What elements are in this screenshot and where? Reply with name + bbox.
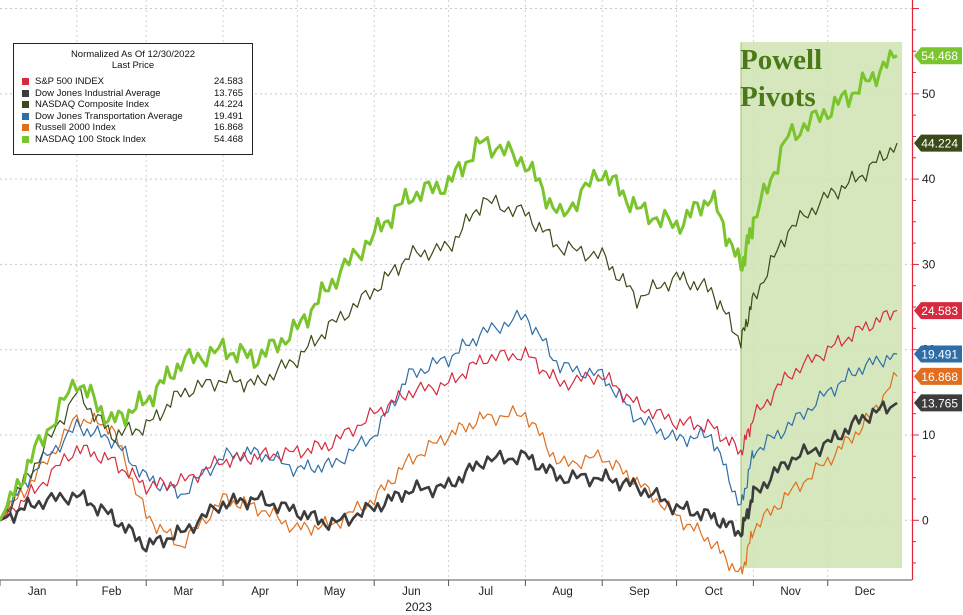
legend-swatch: [22, 135, 29, 143]
legend-item-value: 44.224: [214, 99, 244, 111]
legend-rows: S&P 500 INDEX 24.583 Dow Jones Industrial…: [14, 76, 252, 145]
tag-label: 13.765: [921, 396, 958, 410]
tag-background: [914, 394, 962, 412]
y-tick-label: 50: [922, 87, 936, 101]
x-tick-label: Feb: [102, 586, 122, 598]
last-value-tags: 54.468 44.224 24.583 19.491 16.868 13.765: [914, 47, 962, 412]
tag-label: 24.583: [921, 304, 958, 318]
legend-item-value: 19.491: [214, 110, 244, 122]
x-tick-label: Dec: [855, 586, 876, 598]
legend-item-name: Dow Jones Industrial Average: [35, 87, 161, 99]
y-ticks: 01020304050: [912, 8, 936, 564]
x-tick-label: Nov: [780, 586, 801, 598]
legend-header: Normalized As Of 12/30/2022 Last Price: [14, 44, 252, 71]
tag-background: [914, 47, 962, 65]
last-value-tag: 19.491: [914, 345, 962, 363]
legend-item: NASDAQ 100 Stock Index 54.468: [14, 134, 252, 146]
x-tick-label: Jul: [478, 586, 493, 598]
tag-label: 44.224: [921, 137, 958, 151]
series-line: [0, 310, 898, 521]
legend-item: S&P 500 INDEX 24.583: [14, 76, 252, 88]
legend-item-name: NASDAQ Composite Index: [35, 99, 150, 111]
tag-background: [914, 302, 962, 320]
last-value-tag: 16.868: [914, 367, 962, 385]
x-tick-label: Mar: [173, 586, 193, 598]
legend-item-name: NASDAQ 100 Stock Index: [35, 133, 146, 145]
y-tick-label: 40: [922, 172, 936, 186]
last-value-tag: 54.468: [914, 47, 962, 65]
y-tick-label: 10: [922, 428, 936, 442]
tag-label: 16.868: [921, 370, 958, 384]
legend-item-value: 13.765: [214, 87, 244, 99]
legend-item-name: Russell 2000 Index: [35, 122, 116, 134]
legend-swatch: [22, 78, 29, 86]
series-line: [0, 309, 898, 521]
legend-item-value: 54.468: [214, 133, 244, 145]
y-tick-label: 0: [922, 513, 929, 527]
x-tick-label: Oct: [705, 586, 724, 598]
tag-background: [914, 134, 962, 152]
last-value-tag: 13.765: [914, 394, 962, 412]
x-ticks: Jan Feb Mar Apr May Jun Jul Aug Sep Oct Nov Dec: [0, 579, 912, 598]
tag-background: [914, 367, 962, 385]
legend: Normalized As Of 12/30/2022 Last Price S…: [13, 43, 253, 155]
series-line: [0, 49, 898, 521]
powell-pivots-annotation: Powell Pivots: [740, 44, 823, 113]
x-tick-label: Jun: [402, 586, 421, 598]
legend-swatch: [22, 101, 29, 109]
tag-background: [914, 345, 962, 363]
legend-swatch: [22, 112, 29, 120]
legend-item-name: Dow Jones Transportation Average: [35, 110, 183, 122]
legend-header-line-2: Last Price: [111, 60, 155, 71]
x-axis-label: 2023: [405, 600, 432, 614]
legend-item: Russell 2000 Index 16.868: [14, 122, 252, 134]
x-tick-label: Jan: [28, 586, 47, 598]
legend-header-line-1: Normalized As Of 12/30/2022: [70, 49, 196, 60]
series-line: [0, 371, 898, 575]
tag-label: 19.491: [921, 348, 958, 362]
highlight-region: [741, 42, 903, 568]
series-line: [0, 400, 898, 553]
x-tick-label: Aug: [552, 586, 572, 598]
legend-item-value: 24.583: [214, 76, 244, 88]
tag-label: 54.468: [921, 49, 958, 63]
legend-swatch: [22, 124, 29, 132]
legend-item-name: S&P 500 INDEX: [35, 76, 105, 88]
x-tick-label: Apr: [251, 586, 269, 598]
y-tick-label: 30: [922, 257, 936, 271]
series-line: [0, 142, 898, 521]
x-tick-label: May: [324, 586, 346, 598]
series-lines: [0, 49, 898, 575]
last-value-tag: 24.583: [914, 302, 962, 320]
last-value-tag: 44.224: [914, 134, 962, 152]
x-tick-label: Sep: [629, 586, 649, 598]
legend-item: Dow Jones Industrial Average 13.765: [14, 88, 252, 100]
legend-item-value: 16.868: [214, 122, 244, 134]
legend-item: Dow Jones Transportation Average 19.491: [14, 111, 252, 123]
legend-swatch: [22, 89, 29, 97]
legend-item: NASDAQ Composite Index 44.224: [14, 99, 252, 111]
